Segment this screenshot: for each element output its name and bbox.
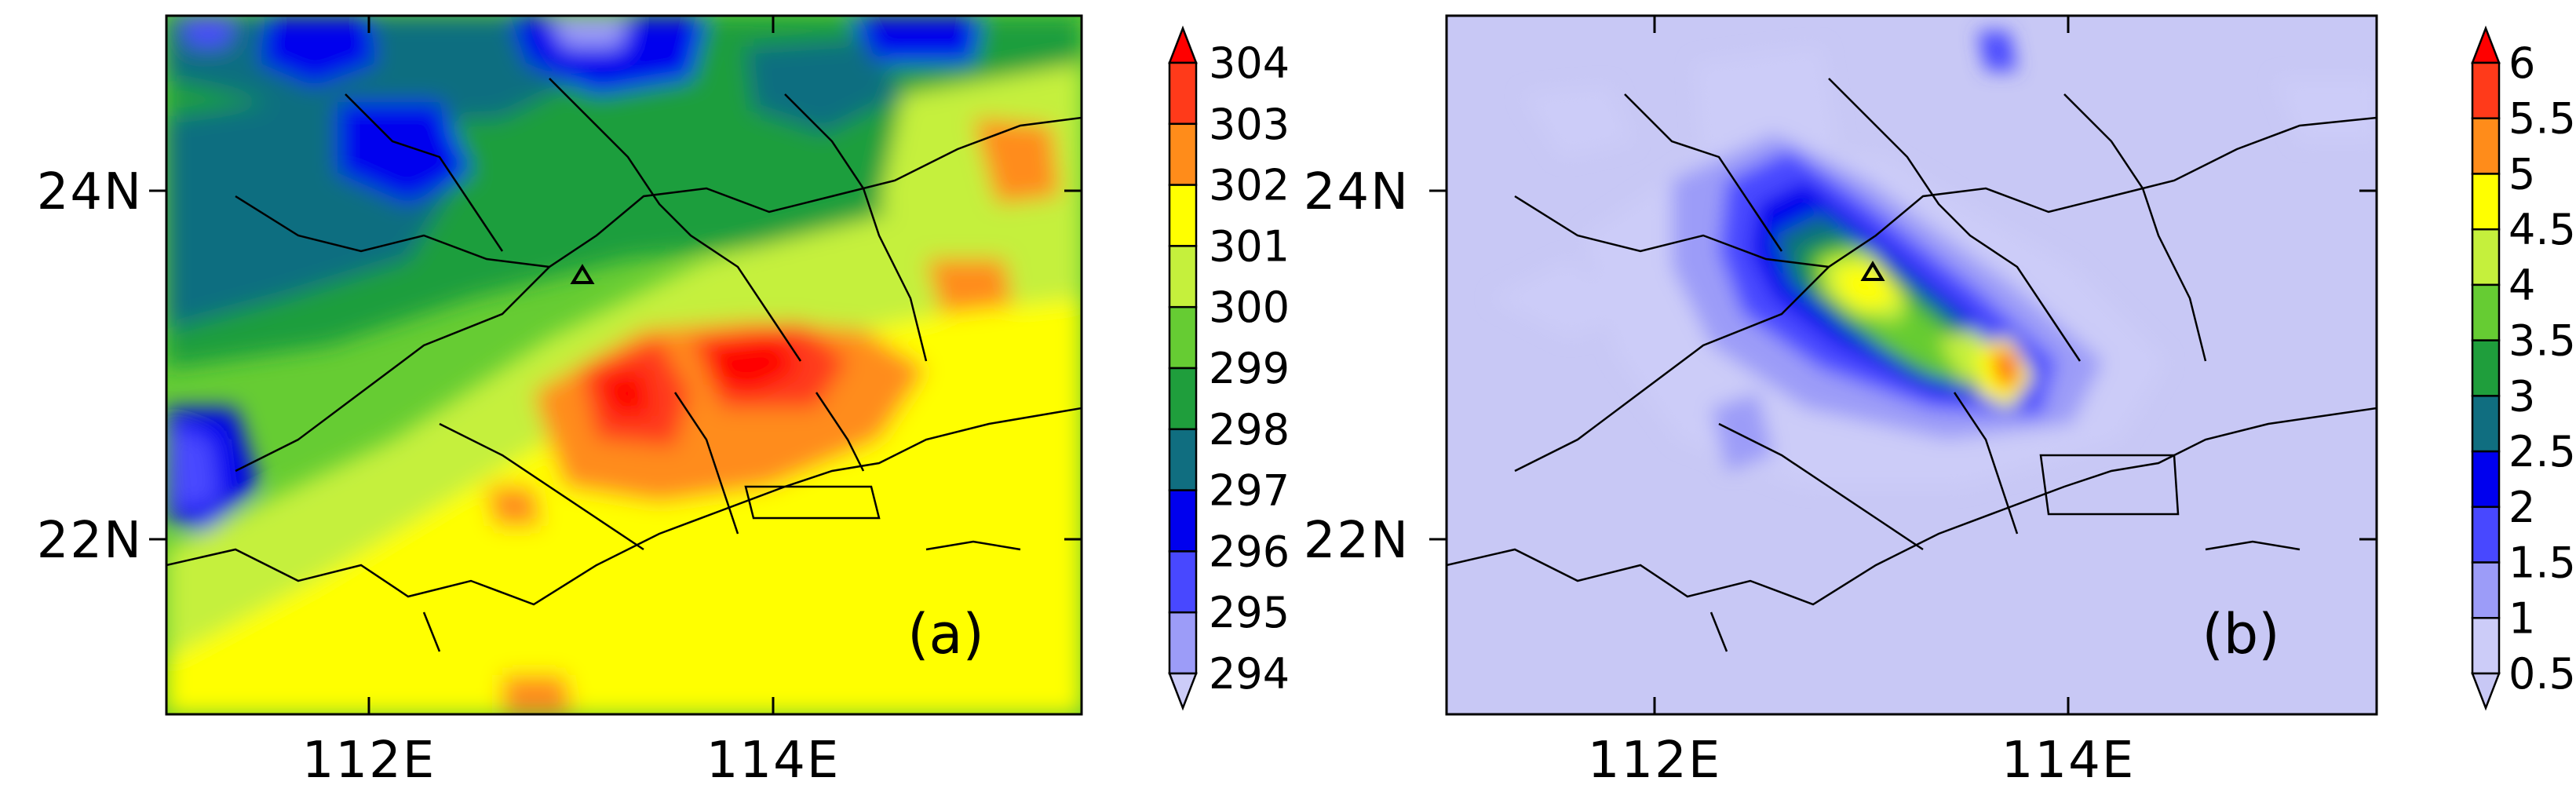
panel-b-label: (b) xyxy=(2202,602,2279,666)
colorbar-swatch xyxy=(2471,617,2501,675)
panel-a-colorbar: 304 303 302 301 300 299 298 297 296 295 294 xyxy=(1168,25,1290,711)
colorbar-swatch xyxy=(2471,117,2501,175)
colorbar-swatch xyxy=(1168,305,1198,370)
panel-b-xtick-112e: 112E xyxy=(1588,732,1722,790)
panel-b-ticks xyxy=(1429,16,2377,714)
colorbar-top-triangle xyxy=(2471,25,2501,64)
colorbar-swatch xyxy=(2471,339,2501,397)
colorbar-swatch xyxy=(2471,395,2501,453)
colorbar-label: 301 xyxy=(1209,221,1290,271)
panel-b: 112E 114E 24N 22N (b) 6 5.55 4.5 4 3.53 2.5 2 1… xyxy=(1304,14,2576,790)
colorbar-label: 300 xyxy=(1209,283,1290,332)
colorbar-label: 295 xyxy=(1209,588,1290,637)
panel-a-field xyxy=(166,16,1082,714)
colorbar-label: 2.5 xyxy=(2508,427,2576,476)
colorbar-swatch xyxy=(2471,561,2501,619)
colorbar-bottom-triangle xyxy=(2471,672,2501,711)
colorbar-label: 5 xyxy=(2508,149,2535,199)
colorbar-label: 6 xyxy=(2508,38,2535,88)
colorbar-swatch xyxy=(2471,450,2501,509)
panel-a: 112E 114E 24N 22N (a) 304 303 302 301 300 299… xyxy=(37,14,1290,790)
colorbar-swatch xyxy=(2471,61,2501,119)
panel-b-field xyxy=(1447,16,2377,714)
panel-a-ticks xyxy=(149,16,1082,714)
colorbar-label: 1.5 xyxy=(2508,538,2576,588)
colorbar-label: 304 xyxy=(1209,38,1290,88)
panel-a-ytick-22n: 22N xyxy=(37,512,143,570)
colorbar-swatch xyxy=(1168,428,1198,491)
panel-a-marker-icon xyxy=(570,264,595,284)
colorbar-swatch xyxy=(2471,173,2501,231)
colorbar-label: 302 xyxy=(1209,161,1290,210)
panel-a-xtick-114e: 114E xyxy=(706,732,841,790)
colorbar-swatch xyxy=(1168,122,1198,186)
colorbar-swatch xyxy=(1168,367,1198,431)
colorbar-label: 303 xyxy=(1209,100,1290,149)
colorbar-swatch xyxy=(2471,283,2501,341)
colorbar-label: 2 xyxy=(2508,483,2535,532)
colorbar-swatch xyxy=(2471,505,2501,564)
colorbar-label: 299 xyxy=(1209,344,1290,393)
panel-b-boundaries xyxy=(1447,78,2377,652)
panel-b-ytick-22n: 22N xyxy=(1304,512,1410,570)
panel-b-marker-icon xyxy=(1860,261,1885,281)
colorbar-swatch xyxy=(1168,550,1198,614)
colorbar-label: 3.5 xyxy=(2508,316,2576,366)
panel-a-boundaries xyxy=(166,78,1082,652)
panel-a-label: (a) xyxy=(907,602,984,666)
colorbar-label: 3 xyxy=(2508,371,2535,421)
panel-b-frame xyxy=(1445,14,2378,716)
colorbar-label: 298 xyxy=(1209,405,1290,454)
colorbar-swatch xyxy=(2471,228,2501,287)
colorbar-label: 1 xyxy=(2508,593,2535,643)
panel-b-colorbar: 6 5.55 4.5 4 3.53 2.5 2 1.51 0.5 xyxy=(2471,25,2576,711)
panel-a-ytick-24n: 24N xyxy=(37,163,143,221)
colorbar-label: 296 xyxy=(1209,527,1290,576)
colorbar-swatch xyxy=(1168,184,1198,247)
colorbar-top-triangle xyxy=(1168,25,1198,64)
colorbar-label: 294 xyxy=(1209,649,1290,699)
colorbar-swatch xyxy=(1168,245,1198,308)
panel-a-frame xyxy=(165,14,1083,716)
colorbar-bottom-triangle xyxy=(1168,672,1198,711)
colorbar-label: 297 xyxy=(1209,466,1290,516)
colorbar-swatch xyxy=(1168,611,1198,675)
panel-b-xtick-114e: 114E xyxy=(2001,732,2136,790)
colorbar-label: 4 xyxy=(2508,261,2535,310)
colorbar-swatch xyxy=(1168,489,1198,553)
panel-b-ytick-24n: 24N xyxy=(1304,163,1410,221)
colorbar-label: 4.5 xyxy=(2508,205,2576,254)
panel-a-xtick-112e: 112E xyxy=(302,732,436,790)
colorbar-label: 5.5 xyxy=(2508,94,2576,144)
colorbar-label: 0.5 xyxy=(2508,649,2576,699)
colorbar-swatch xyxy=(1168,61,1198,126)
